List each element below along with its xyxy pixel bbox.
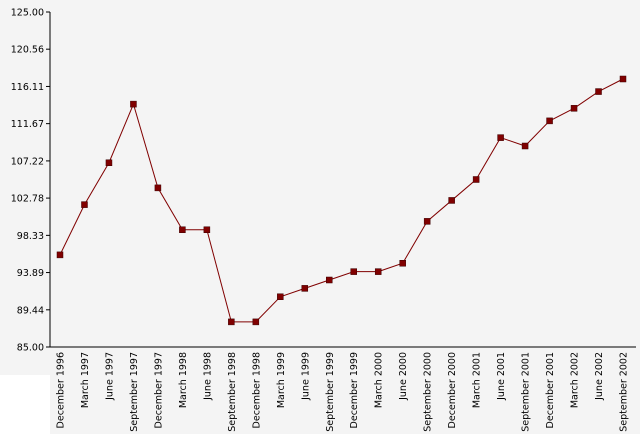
marker [56,251,64,259]
marker [179,226,186,233]
x-tick-label: September 2000 [423,352,434,432]
x-tick-label: March 2002 [570,352,581,408]
marker [326,276,333,284]
y-tick-label: 107.22 [11,156,44,167]
marker [595,88,602,95]
y-tick-label: 120.56 [11,45,44,56]
x-tick-label: March 1997 [80,352,91,408]
marker [448,197,455,204]
y-tick-label: 85.00 [17,343,44,354]
x-tick-label: June 1997 [104,352,115,401]
marker [203,226,211,233]
marker [350,268,357,275]
x-tick-label: December 1998 [251,352,262,428]
x-tick-label: June 2001 [496,352,507,401]
corner [0,375,50,434]
y-tick-label: 98.33 [17,231,44,242]
marker [374,268,382,275]
marker [619,75,627,83]
x-tick-label: December 1996 [56,352,67,428]
marker [277,293,284,300]
x-tick-label: March 1999 [276,352,287,408]
y-tick-label: 111.67 [11,119,44,130]
marker [497,134,504,141]
x-tick-label: September 1999 [325,352,336,432]
x-tick-label: December 2000 [447,352,458,428]
x-tick-label: June 1999 [300,352,311,401]
x-tick-label: September 1998 [227,352,238,432]
marker [130,100,137,108]
marker [472,176,480,183]
x-tick-label: June 2000 [398,352,409,401]
marker [154,184,162,192]
marker [423,218,431,225]
marker [81,201,88,208]
y-tick-label: 125.00 [11,8,44,19]
x-tick-label: March 2000 [374,352,385,408]
x-tick-label: September 1997 [129,352,140,432]
marker [301,285,309,292]
line [59,78,624,323]
x-tick-label: March 1998 [178,352,189,408]
marker [105,159,113,166]
marker [570,105,578,112]
marker [399,260,406,267]
x-tick-label: June 1998 [202,352,213,401]
y-tick-label: 89.44 [17,305,44,316]
marker [228,318,235,326]
x-tick-label: June 2002 [594,352,605,401]
x-tick-label: March 2001 [472,352,483,408]
marker [546,117,553,125]
marker [521,142,529,150]
y-tick-label: 102.78 [11,194,44,205]
y-tick-label: 93.89 [17,268,44,279]
x-tick-label: September 2001 [521,352,532,432]
y-tick-label: 116.11 [11,82,44,93]
x-tick-label: December 2001 [545,352,556,428]
x-tick-label: September 2002 [619,352,630,432]
x-tick-label: December 1997 [153,352,164,428]
marker [252,318,260,326]
x-tick-label: December 1999 [349,352,360,428]
